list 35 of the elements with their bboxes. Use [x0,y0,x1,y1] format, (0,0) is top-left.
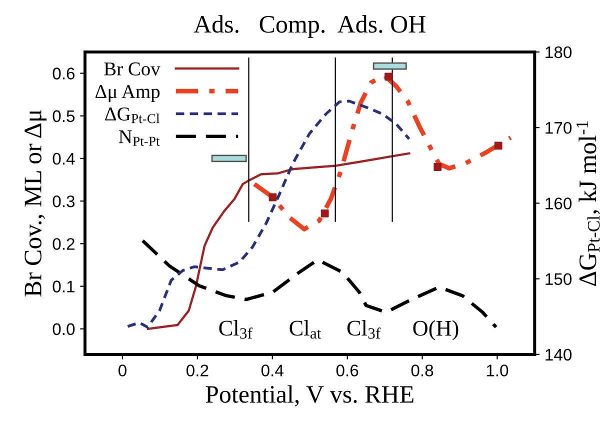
y2-tick-label: 150 [546,273,572,286]
x-tick-label: 0.8 [411,364,434,376]
y2-axis-title: ΔG$_{Pt-Cl}$, kJ mol$^{-1}$ [576,121,600,286]
y-tick-label: 0.6 [52,68,75,80]
point [320,209,329,218]
x-tick-label: 0 [118,364,126,376]
x-axis-title: Potential, V vs. RHE [206,385,414,406]
legend-label: Δμ Amp [95,85,160,102]
annotation: Cl$_{3f}$ [219,320,252,339]
point [434,163,442,171]
y-axis-title: Br Cov., ML or Δμ [24,110,47,297]
annotation: O(H) [413,320,458,340]
x-tick-label: 0.6 [336,364,358,376]
y-tick-label: 0.3 [52,195,75,208]
legend-label: ΔG$_{Pt-Cl}$ [105,108,160,124]
y-tick-label: 0.1 [52,280,74,292]
x-tick-label: 0.2 [186,364,208,376]
point [494,142,502,150]
chart-title: Ads. Comp. Ads. OH [194,15,426,38]
y-tick-label: 0.2 [52,238,74,250]
y-tick-label: 0.5 [52,110,75,122]
point [384,72,392,81]
annotation: Cl$_{3f}$ [347,320,381,339]
y2-tick-label: 140 [546,348,572,361]
y2-tick-label: 180 [546,46,572,58]
point [268,193,277,202]
annotation: Cl$_{at}$ [290,320,322,339]
y2-tick-label: 170 [546,122,572,134]
x-tick-label: 0.4 [261,364,284,376]
x-tick-label: 1.0 [486,364,508,376]
y-tick-label: 0.4 [52,152,75,165]
y-tick-label: 0.0 [52,323,75,336]
legend-label: Br Cov [104,62,160,76]
y2-tick-label: 160 [546,198,572,210]
legend-label: N$_{Pt-Pt}$ [118,130,160,146]
